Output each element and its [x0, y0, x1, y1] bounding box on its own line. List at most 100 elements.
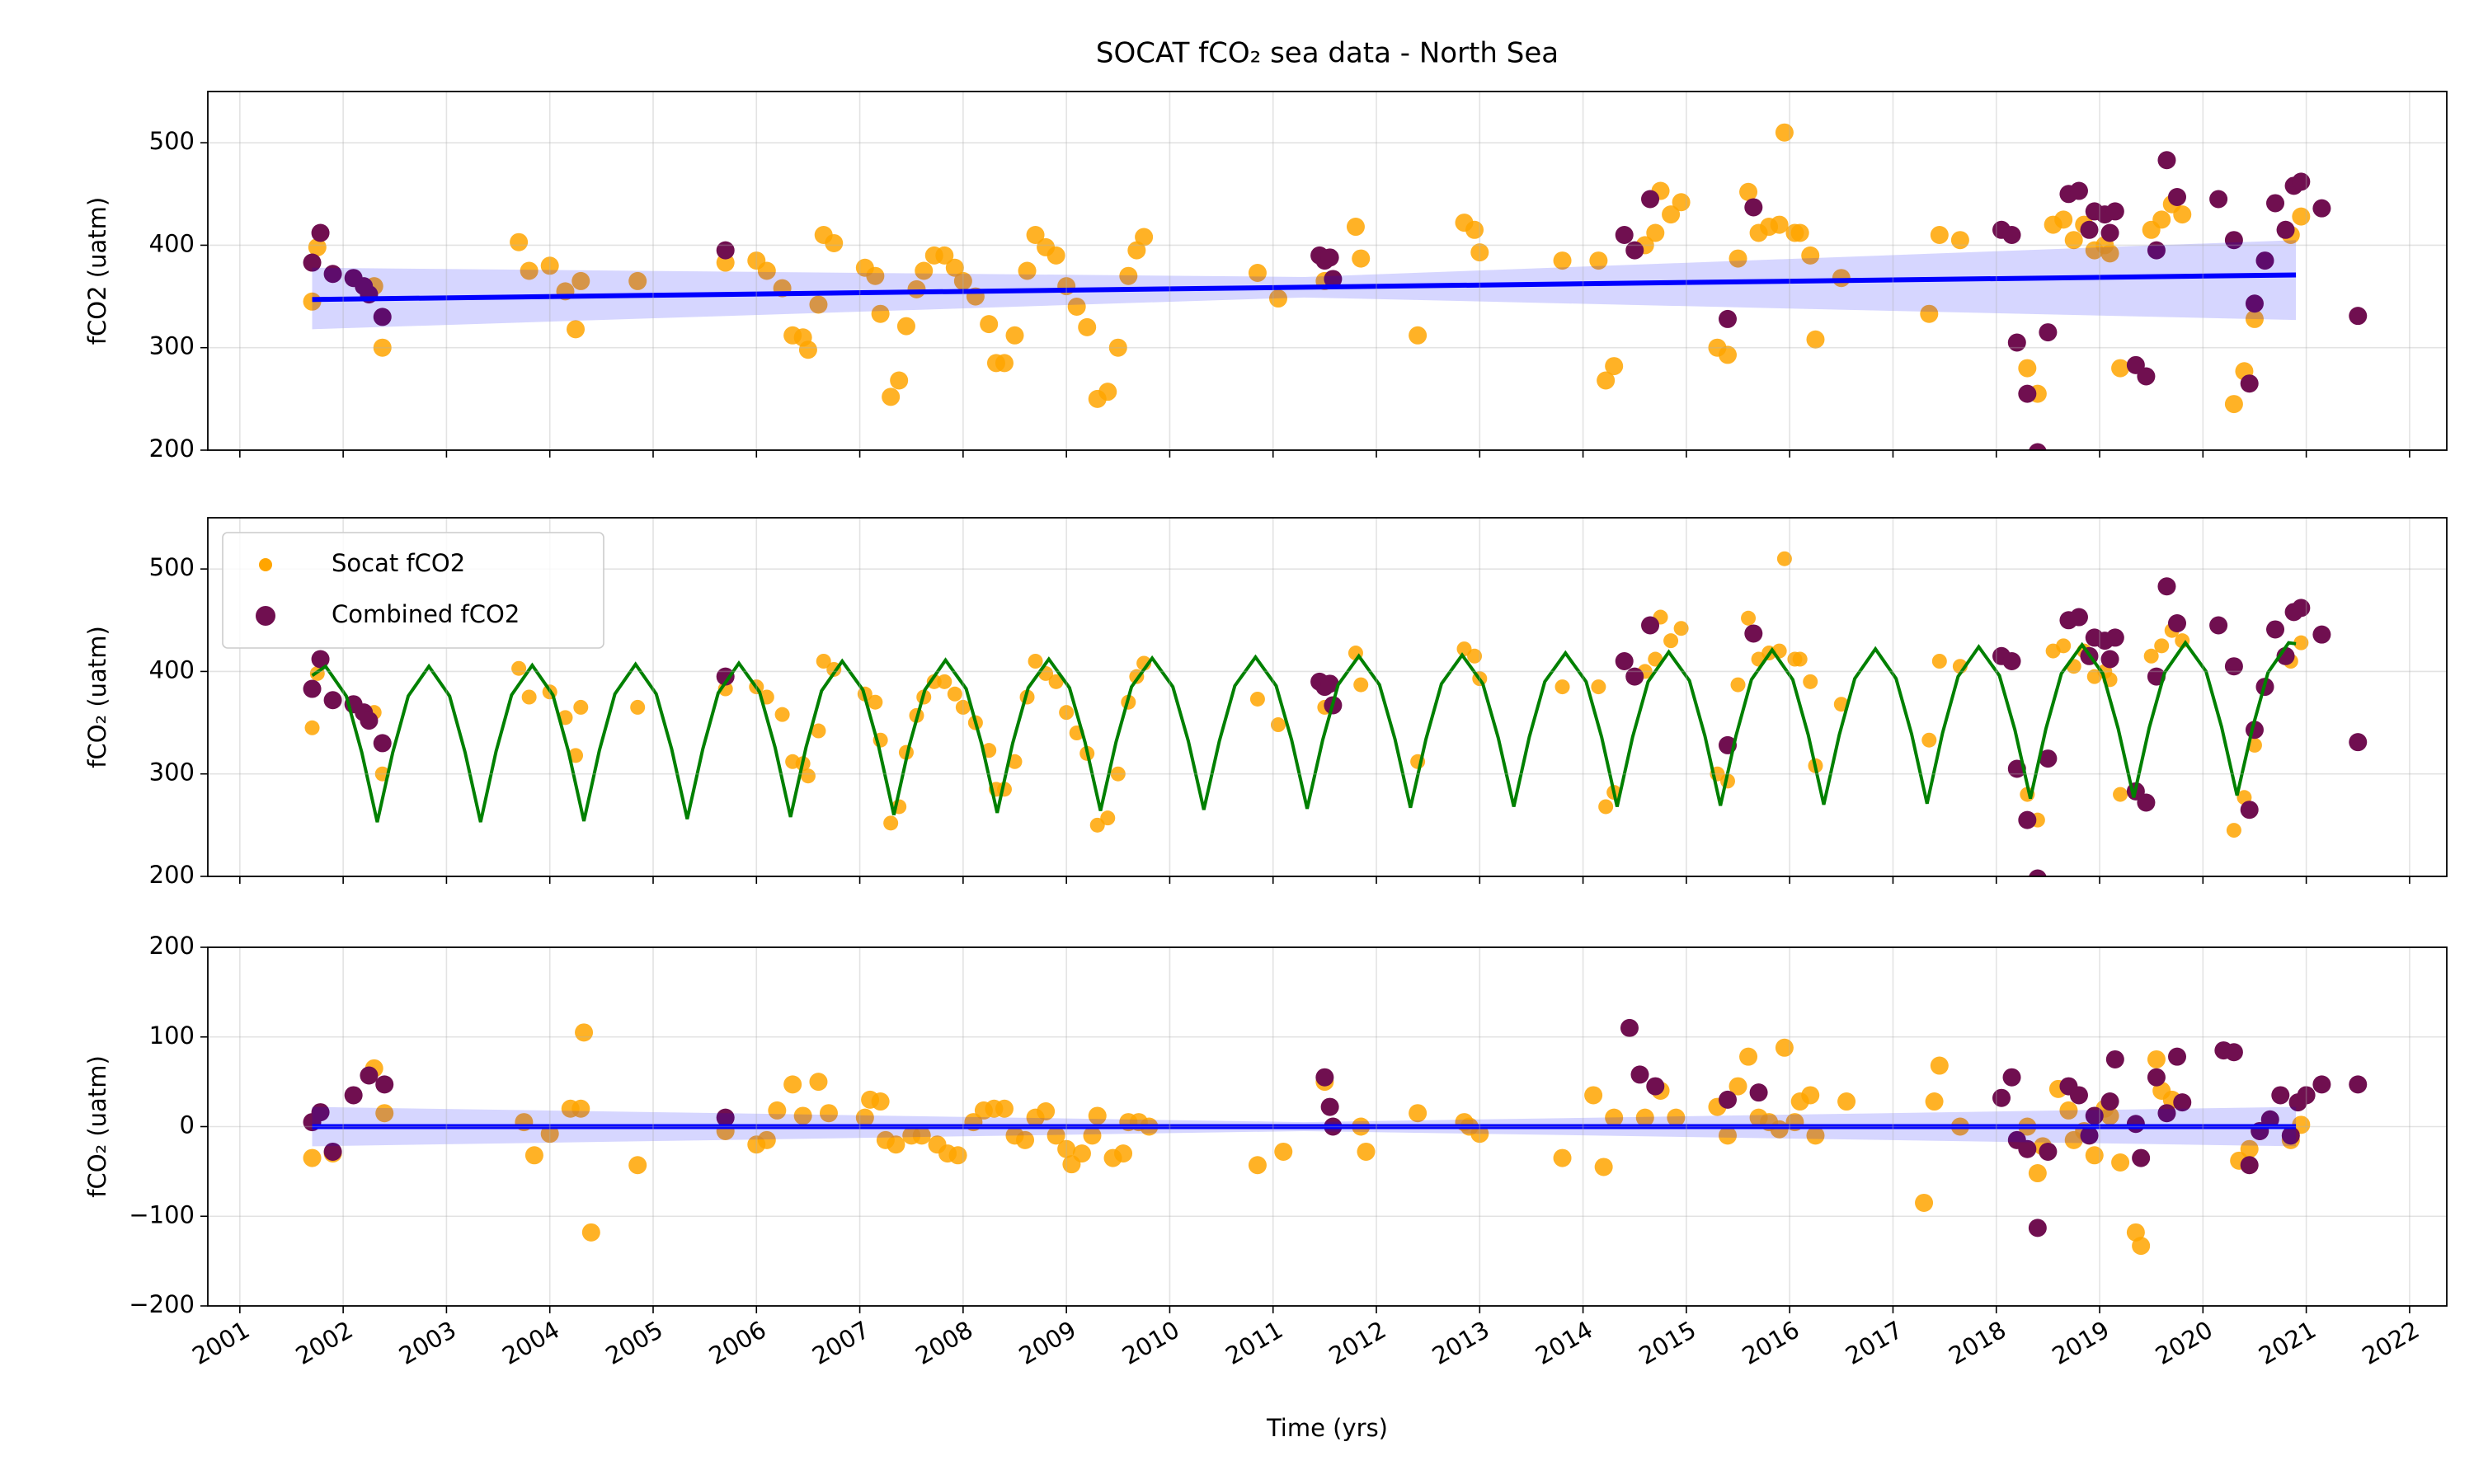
data-point — [2100, 1106, 2119, 1125]
data-point — [2349, 1075, 2368, 1094]
data-point — [768, 1101, 787, 1120]
data-point — [809, 295, 828, 314]
data-point — [1100, 810, 1116, 826]
data-point — [1059, 705, 1075, 721]
data-point — [2240, 801, 2259, 819]
data-point — [1775, 123, 1794, 142]
data-point — [373, 734, 392, 753]
data-point — [2154, 638, 2170, 654]
data-point — [1346, 218, 1365, 237]
data-point — [2349, 733, 2368, 752]
y-tick-label: 100 — [149, 1021, 195, 1050]
data-point — [1028, 654, 1043, 669]
legend-label: Combined fCO2 — [332, 600, 520, 628]
data-point — [1641, 190, 1660, 209]
data-point — [360, 711, 379, 730]
data-point — [871, 1092, 890, 1111]
data-point — [800, 768, 816, 784]
x-tick-label: 2015 — [1634, 1316, 1700, 1370]
trend-line — [312, 272, 2297, 303]
data-point — [1646, 1077, 1665, 1096]
data-point — [524, 1146, 543, 1165]
x-tick-label: 2010 — [1117, 1316, 1184, 1370]
data-point — [915, 261, 934, 280]
data-point — [311, 650, 330, 669]
data-point — [1248, 263, 1267, 282]
data-point — [2226, 823, 2241, 838]
data-point — [1729, 1077, 1747, 1096]
data-point — [980, 315, 999, 334]
data-point — [1776, 551, 1792, 566]
data-point — [1320, 1097, 1339, 1116]
data-point — [1078, 317, 1097, 336]
data-point — [1456, 641, 1472, 657]
y-tick-label: 200 — [149, 434, 195, 463]
y-tick-label: −100 — [129, 1200, 195, 1228]
data-point — [2147, 1068, 2166, 1087]
data-point — [2240, 374, 2259, 393]
x-tick-label: 2008 — [910, 1316, 977, 1370]
data-point — [1037, 1102, 1056, 1121]
data-point — [2281, 1126, 2300, 1145]
legend-marker — [259, 558, 272, 571]
data-point — [716, 241, 735, 260]
data-point — [2132, 1148, 2151, 1167]
data-point — [2173, 1093, 2192, 1112]
data-point — [2167, 188, 2186, 207]
data-point — [1057, 1139, 1076, 1158]
data-point — [2029, 443, 2047, 450]
x-tick-label: 2017 — [1841, 1316, 1907, 1370]
data-point — [1790, 223, 1809, 242]
data-point — [1718, 1090, 1737, 1109]
data-point — [2100, 1092, 2119, 1111]
x-tick-label: 2012 — [1324, 1316, 1391, 1370]
data-point — [344, 1086, 363, 1105]
data-point — [373, 338, 392, 357]
data-point — [1083, 1126, 1102, 1145]
data-point — [2292, 172, 2311, 191]
data-point — [945, 258, 964, 277]
legend-label: Socat fCO2 — [332, 549, 465, 577]
data-point — [630, 699, 646, 715]
data-point — [1741, 610, 1757, 626]
x-tick-label: 2016 — [1738, 1316, 1804, 1370]
data-point — [1625, 241, 1644, 260]
data-point — [2312, 199, 2331, 218]
plot-area — [303, 551, 2368, 876]
y-axis-label: fCO2 (uatm) — [83, 197, 111, 345]
data-point — [323, 1142, 342, 1161]
x-tick-label: 2022 — [2357, 1316, 2424, 1370]
data-point — [1744, 198, 1763, 217]
data-point — [2292, 599, 2311, 618]
data-point — [2018, 810, 2037, 829]
y-tick-label: 500 — [149, 553, 195, 581]
data-point — [1598, 799, 1614, 815]
data-point — [2157, 577, 2176, 596]
data-point — [2029, 869, 2047, 876]
x-tick-label: 2006 — [704, 1316, 771, 1370]
data-point — [575, 1023, 594, 1042]
data-point — [2297, 1086, 2316, 1105]
data-point — [511, 660, 527, 676]
data-point — [1098, 383, 1117, 402]
data-point — [1620, 1018, 1639, 1037]
data-point — [1792, 651, 1808, 667]
x-tick-label: 2003 — [394, 1316, 461, 1370]
data-point — [2266, 620, 2285, 639]
data-point — [1605, 1108, 1624, 1127]
data-point — [2018, 384, 2037, 403]
data-point — [2224, 657, 2243, 676]
data-point — [2271, 1086, 2290, 1105]
data-point — [1930, 226, 1949, 244]
data-point — [1584, 1086, 1603, 1105]
y-tick-label: 0 — [180, 1111, 195, 1139]
data-point — [1739, 182, 1758, 201]
data-point — [2147, 1050, 2166, 1068]
data-point — [540, 256, 559, 275]
data-point — [816, 654, 831, 669]
data-point — [1553, 1148, 1572, 1167]
x-tick-label: 2021 — [2254, 1316, 2321, 1370]
data-point — [1315, 1068, 1334, 1087]
data-point — [1353, 677, 1369, 693]
data-point — [2157, 1104, 2176, 1123]
